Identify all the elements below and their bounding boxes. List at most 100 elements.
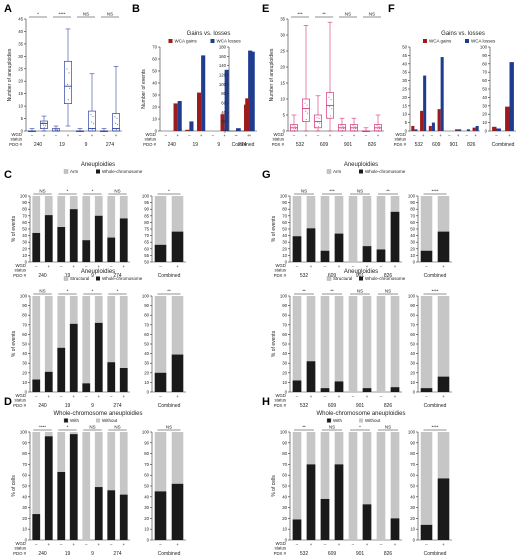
panel-e-point xyxy=(340,125,342,127)
panel-h-combined-wgd-sign: + xyxy=(442,542,445,547)
panel-d-bar-top xyxy=(107,432,116,540)
panel-f-combined-label: Combined xyxy=(492,142,515,148)
panel-g-combined-label: Combined xyxy=(424,273,447,279)
panel-g2-y-axis-label: % of events xyxy=(271,330,277,357)
panel-h-combined-y-tick-label: 70 xyxy=(410,462,415,467)
panel-c-combined-y-tick-label: 100 xyxy=(142,194,150,199)
panel-a-point xyxy=(67,99,69,101)
panel-a-box xyxy=(64,60,72,104)
panel-g-legend-a-swatch xyxy=(326,169,332,174)
panel-g-sig-label: *** xyxy=(329,189,335,194)
panel-a-point xyxy=(67,83,69,85)
panel-e-y-axis-label: Number of aneuploidies xyxy=(269,48,275,101)
panel-g-bar-bottom xyxy=(376,249,386,262)
panel-g-status-label: status xyxy=(275,268,286,273)
panel-c2-legend-b-swatch xyxy=(96,276,100,281)
panel-h-combined-y-tick-label: 0 xyxy=(413,538,416,543)
panel-c-y-axis-label: % of events xyxy=(11,215,17,242)
panel-g2-bar-top xyxy=(292,296,302,392)
panel-g-group-label: 609 xyxy=(328,273,337,279)
panel-g2-y-tick-label: 60 xyxy=(282,332,287,337)
panel-g-combined-y-tick-label: 10 xyxy=(410,253,415,258)
panel-e-sig-label: NS xyxy=(345,12,351,17)
panel-c-combined-y-tick-label: 90 xyxy=(144,207,149,212)
panel-g-y-tick-label: 90 xyxy=(282,200,287,205)
panel-c2-combined-y-tick-label: 60 xyxy=(144,332,149,337)
panel-d-legend-a-swatch xyxy=(63,418,69,423)
panel-d-bar-bottom xyxy=(32,514,41,540)
panel-g-legend-b-swatch xyxy=(359,169,363,174)
panel-e-y-tick-label: 30 xyxy=(280,33,285,38)
panel-f-combined-bar-losses xyxy=(509,62,514,132)
panel-d-bar-bottom xyxy=(119,494,128,540)
panel-b-wgd-label: WGD xyxy=(145,132,156,137)
panel-a-wgd-label: WGD xyxy=(11,132,22,137)
panel-c-group-label: 9 xyxy=(91,273,94,279)
panel-a-point xyxy=(66,68,68,70)
panel-h-y-tick-label: 40 xyxy=(282,494,287,499)
panel-g-combined-bar-bottom xyxy=(437,231,450,262)
panel-b-bar-losses xyxy=(224,69,229,131)
panel-g2-wgd-sign: + xyxy=(310,394,313,399)
panel-f-combined-bar-gains xyxy=(492,126,497,131)
panel-g-combined-bar-top xyxy=(437,196,450,262)
panel-g2-legend-b: Whole-chromosome xyxy=(365,276,406,281)
panel-b-y-tick-label: 10 xyxy=(152,117,157,122)
panel-b-combined-wgd-sign: – xyxy=(235,133,238,138)
panel-c-combined-y-tick-label: 85 xyxy=(144,213,149,218)
panel-c2-bar-bottom xyxy=(44,371,53,392)
panel-b-combined-label: Combined xyxy=(232,142,255,148)
panel-d-y-tick-label: 0 xyxy=(25,538,28,543)
panel-b-group-label: 9 xyxy=(217,142,220,148)
panel-c-combined-sig-label: * xyxy=(168,189,170,194)
panel-c2-group-label: 240 xyxy=(38,403,47,409)
panel-b-y-tick-label: 70 xyxy=(152,45,157,50)
panel-b-bar-gains xyxy=(185,129,190,131)
panel-f-wgd-sign: + xyxy=(474,133,477,138)
panel-a-group-label: 274 xyxy=(106,142,115,148)
panel-a-y-tick-label: 45 xyxy=(18,17,23,22)
panel-e-point xyxy=(304,102,306,104)
panel-c2-y-tick-label: 0 xyxy=(25,390,28,395)
panel-c-wgd-sign: – xyxy=(110,264,113,269)
panel-f-wgd-sign: – xyxy=(448,133,451,138)
panel-g2-y-tick-label: 70 xyxy=(282,322,287,327)
panel-g-bar-top xyxy=(320,196,330,262)
panel-b-legend-losses: WCA losses xyxy=(217,39,242,44)
panel-a-box xyxy=(112,113,120,132)
panel-c-bar-bottom xyxy=(82,240,91,262)
panel-d-combined-y-tick-label: 60 xyxy=(144,473,149,478)
panel-label-b: B xyxy=(132,3,140,15)
panel-g2-id-label: PDX # xyxy=(274,403,287,408)
panel-h-combined-y-tick-label: 100 xyxy=(408,430,416,435)
panel-a-sig-label: * xyxy=(37,12,39,17)
panel-g-wgd-sign: – xyxy=(296,264,299,269)
panel-e-point xyxy=(353,127,355,129)
panel-c2-sig-label: * xyxy=(117,289,119,294)
panel-g-combined-y-tick-label: 80 xyxy=(410,207,415,212)
panel-g-sig-label: NS xyxy=(301,189,307,194)
panel-f-combined-y-tick-label: 30 xyxy=(482,103,487,108)
panel-e-point xyxy=(317,121,319,123)
panel-b-bar-losses xyxy=(177,101,182,131)
panel-c-group-label: 274 xyxy=(113,273,122,279)
panel-h-legend-a: With xyxy=(333,418,342,423)
panel-e-y-tick-label: 5 xyxy=(283,113,286,118)
panel-g-title: Aneuploidies xyxy=(344,162,378,168)
panel-c2-y-tick-label: 40 xyxy=(22,351,27,356)
panel-a-point xyxy=(93,123,95,125)
panel-d-legend-b: Without xyxy=(102,418,118,423)
panel-g-combined-sig-label: **** xyxy=(431,189,438,194)
panel-a-point xyxy=(29,130,31,132)
panel-c2-y-tick-label: 20 xyxy=(22,370,27,375)
panel-f-y-tick-label: 10 xyxy=(402,112,407,117)
panel-h-wgd-sign: – xyxy=(352,542,355,547)
panel-e-point xyxy=(294,125,296,127)
panel-g-group-label: 826 xyxy=(384,273,393,279)
panel-g-wgd-sign: + xyxy=(366,264,369,269)
panel-g2-combined-bar-top xyxy=(437,296,450,392)
panel-h-combined-y-tick-label: 40 xyxy=(410,494,415,499)
panel-g2-bar-top xyxy=(320,296,330,392)
panel-g2-combined-y-tick-label: 90 xyxy=(410,303,415,308)
panel-g-combined-wgd-sign: – xyxy=(425,264,428,269)
